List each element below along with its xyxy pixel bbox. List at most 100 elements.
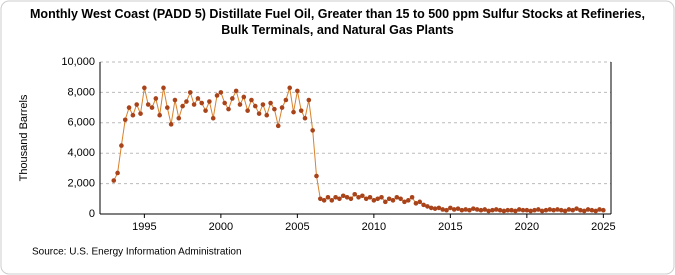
data-point: [176, 115, 182, 121]
data-point: [321, 198, 327, 203]
data-point: [184, 99, 189, 104]
data-point: [581, 208, 587, 214]
data-point: [348, 196, 354, 202]
data-point: [191, 102, 197, 107]
data-point: [448, 205, 453, 211]
data-point: [344, 194, 350, 200]
x-tick-label: 2000: [209, 221, 233, 233]
data-point: [593, 208, 599, 214]
data-point: [539, 208, 545, 214]
data-point: [287, 85, 293, 91]
data-point: [356, 194, 361, 200]
data-point: [291, 109, 296, 115]
data-point: [337, 196, 342, 202]
source: Source: U.S. Energy Information Administ…: [32, 247, 242, 258]
data-point: [115, 170, 120, 176]
data-point: [203, 108, 208, 113]
data-point: [272, 106, 277, 112]
data-point: [497, 207, 503, 213]
x-tick-label: 2005: [285, 221, 309, 233]
data-point: [237, 102, 243, 107]
data-point: [172, 97, 178, 103]
data-point: [363, 196, 369, 202]
x-tick-label: 2025: [591, 221, 615, 233]
data-point: [478, 207, 484, 213]
data-point: [306, 97, 312, 103]
data-point: [318, 196, 323, 202]
data-point: [501, 208, 507, 214]
data-point: [421, 202, 426, 208]
data-point: [165, 105, 170, 110]
x-tick-label: 2010: [362, 221, 386, 233]
data-point: [383, 199, 388, 205]
data-point: [126, 105, 132, 110]
data-point: [360, 193, 365, 199]
data-point: [283, 97, 289, 103]
data-point: [547, 207, 553, 212]
data-point: [428, 205, 434, 211]
data-point: [314, 173, 319, 179]
data-point: [252, 103, 258, 109]
data-point: [195, 96, 201, 101]
data-point: [520, 207, 526, 213]
data-point: [329, 198, 335, 203]
data-point: [249, 97, 254, 103]
data-point: [214, 93, 220, 98]
data-point: [367, 194, 373, 200]
data-point: [574, 206, 579, 211]
data-point: [490, 207, 495, 213]
data-point: [138, 111, 143, 116]
data-point: [379, 194, 384, 200]
data-point: [386, 196, 392, 202]
data-point: [601, 207, 606, 213]
data-point: [436, 205, 442, 211]
data-point: [413, 201, 419, 206]
y-tick-label: 4,000: [67, 147, 95, 159]
data-point: [562, 208, 568, 214]
data-point: [394, 194, 400, 200]
data-point: [111, 178, 117, 183]
data-point: [474, 207, 480, 212]
chart-title: Monthly West Coast (PADD 5) Distillate F…: [30, 7, 645, 37]
data-point: [566, 207, 572, 212]
data-point: [467, 207, 472, 213]
data-point: [513, 208, 518, 214]
data-point: [516, 207, 522, 212]
data-point: [402, 199, 407, 205]
data-point: [268, 100, 273, 106]
y-axis-label: Thousand Barrels: [18, 94, 30, 181]
data-point: [180, 103, 185, 109]
data-point: [298, 108, 304, 113]
data-point: [417, 199, 423, 205]
data-point: [493, 207, 499, 212]
data-point: [486, 208, 491, 214]
data-point: [471, 206, 476, 211]
data-point: [130, 112, 136, 118]
y-tick-label: 6,000: [67, 117, 95, 129]
data-point: [187, 90, 193, 95]
data-point: [375, 196, 380, 202]
data-point: [543, 207, 549, 213]
data-point: [352, 191, 358, 197]
data-point: [555, 207, 560, 212]
y-tick-label: 2,000: [67, 178, 95, 190]
data-point: [264, 112, 270, 118]
data-point: [233, 88, 239, 94]
data-point: [333, 194, 338, 200]
data-point: [524, 207, 530, 213]
data-point: [134, 102, 140, 107]
data-point: [222, 100, 227, 106]
y-tick-label: 8,000: [67, 86, 95, 98]
data-point: [199, 100, 205, 106]
data-point: [444, 207, 449, 213]
data-point: [275, 123, 281, 129]
data-point: [585, 207, 591, 212]
data-point: [425, 204, 430, 209]
data-point: [597, 207, 602, 212]
data-point: [122, 117, 128, 123]
data-point: [398, 196, 403, 202]
data-point: [405, 198, 411, 203]
